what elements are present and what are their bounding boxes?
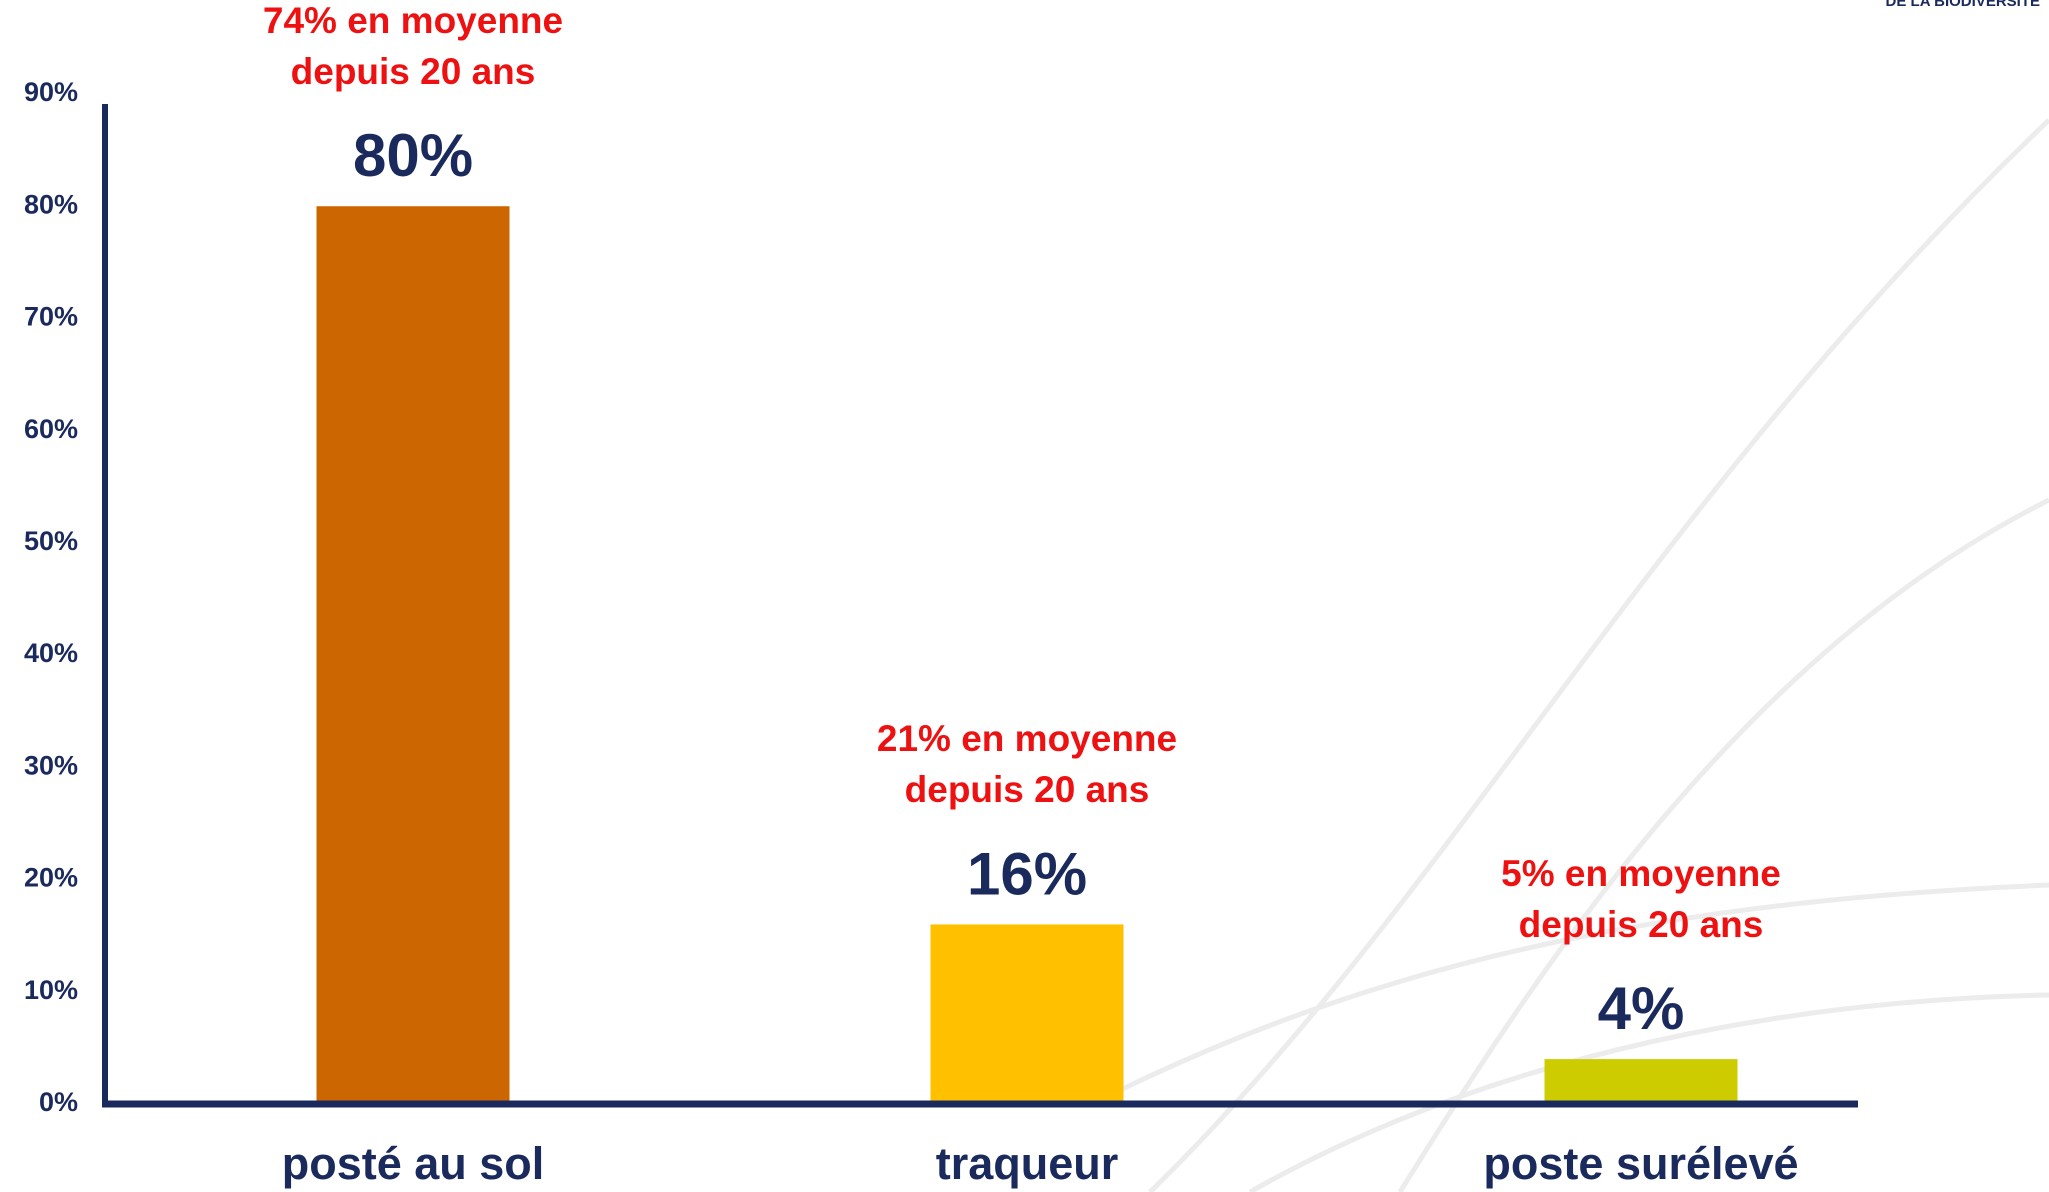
background-curves <box>1098 118 2049 1192</box>
bar <box>316 206 510 1104</box>
x-tick-label: traqueur <box>936 1138 1119 1189</box>
y-tick-label: 80% <box>24 189 78 219</box>
x-tick-label: posté au sol <box>282 1138 545 1189</box>
x-tick-label: poste surélevé <box>1483 1138 1798 1189</box>
annotation: depuis 20 ans <box>1519 904 1764 945</box>
bar <box>930 924 1124 1104</box>
y-tick-label: 10% <box>24 975 78 1005</box>
y-tick-label: 90% <box>24 77 78 107</box>
y-tick-label: 60% <box>24 414 78 444</box>
bar <box>1544 1059 1738 1104</box>
value-label: 4% <box>1598 975 1685 1042</box>
annotation: depuis 20 ans <box>291 51 536 92</box>
y-tick-label: 0% <box>39 1087 78 1117</box>
y-tick-label: 50% <box>24 526 78 556</box>
value-label: 80% <box>353 122 473 189</box>
value-label: 16% <box>967 840 1087 907</box>
logo-text: DE LA BIODIVERSITÉ <box>1886 0 2040 10</box>
y-tick-label: 20% <box>24 863 78 893</box>
annotation: 74% en moyenne <box>263 0 563 41</box>
y-tick-label: 40% <box>24 638 78 668</box>
y-tick-label: 70% <box>24 302 78 332</box>
annotation: 21% en moyenne <box>877 718 1177 759</box>
annotation: 5% en moyenne <box>1501 853 1781 894</box>
y-tick-label: 30% <box>24 750 78 780</box>
annotation: depuis 20 ans <box>905 769 1150 810</box>
